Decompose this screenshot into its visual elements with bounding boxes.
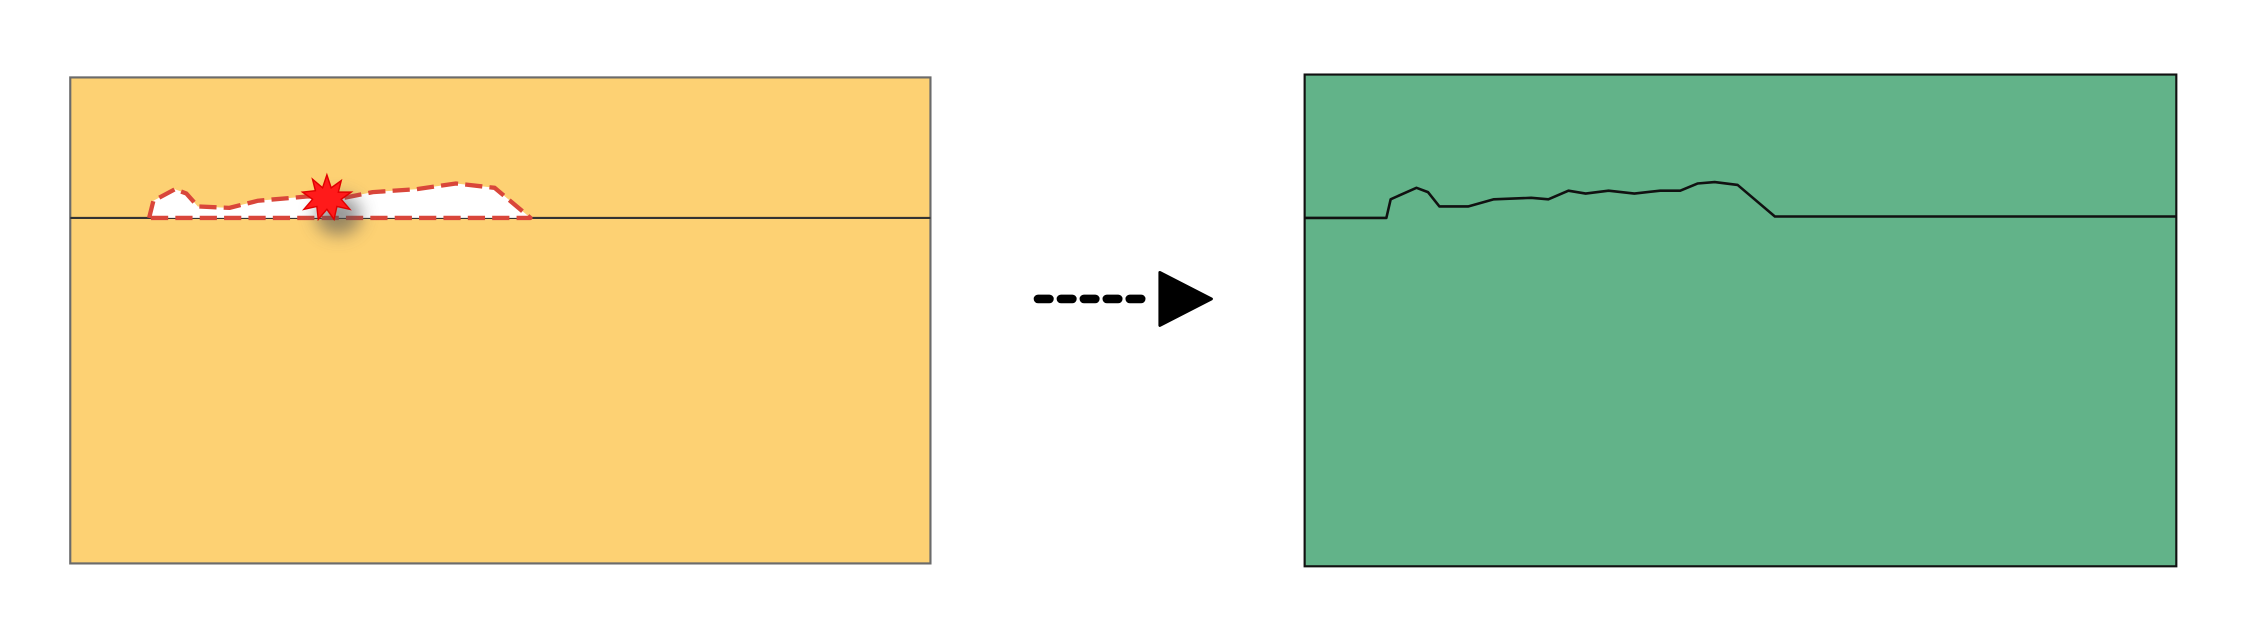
arrow-head — [1158, 270, 1213, 327]
right-panel — [1303, 73, 2178, 568]
right-surface-line — [1304, 180, 2177, 220]
impact-star — [300, 172, 354, 222]
left-panel — [69, 76, 932, 565]
